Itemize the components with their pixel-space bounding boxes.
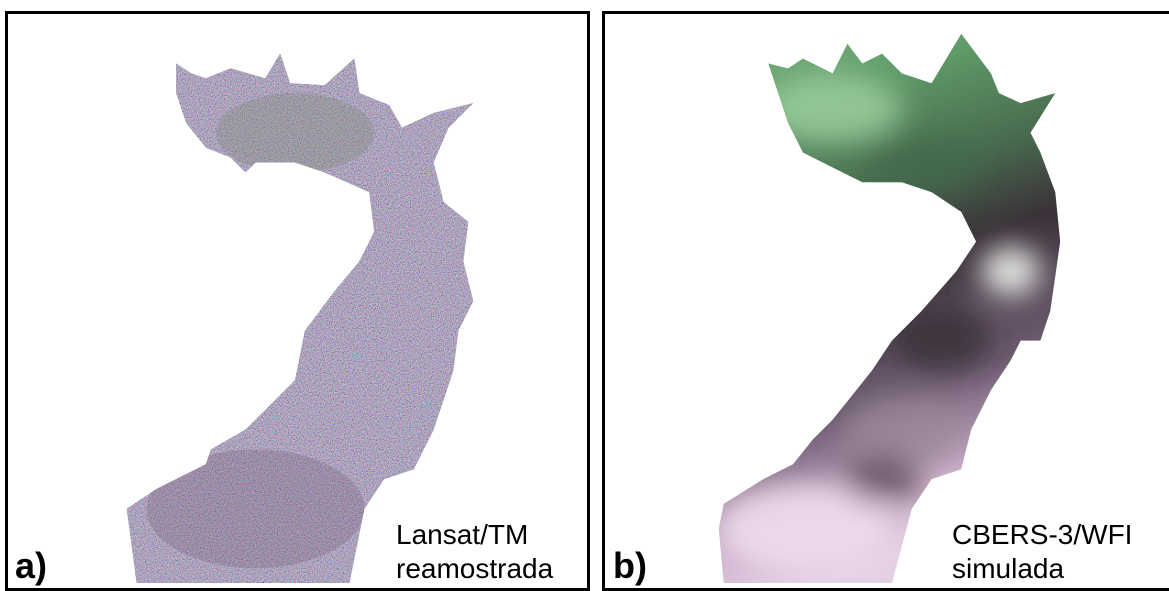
reservoir-shape-b [718,33,1061,584]
panel-letter-b: b) [613,545,647,586]
reservoir-shape-a [126,53,474,584]
panel-letter-a: a) [15,545,48,586]
caption-a-line2: reamostrada [396,553,554,584]
reservoir-image-landsat [126,53,474,584]
panel-a: a) Lansat/TM reamostrada [5,11,590,591]
reservoir-image-cbers [718,33,1061,584]
caption-a: Lansat/TM reamostrada [396,518,553,586]
caption-a-line1: Lansat/TM [396,519,529,550]
caption-b: CBERS-3/WFI simulada [952,518,1132,586]
caption-b-line1: CBERS-3/WFI [952,519,1133,550]
panel-b: b) CBERS-3/WFI simulada [602,11,1169,591]
caption-b-line2: simulada [952,553,1065,584]
